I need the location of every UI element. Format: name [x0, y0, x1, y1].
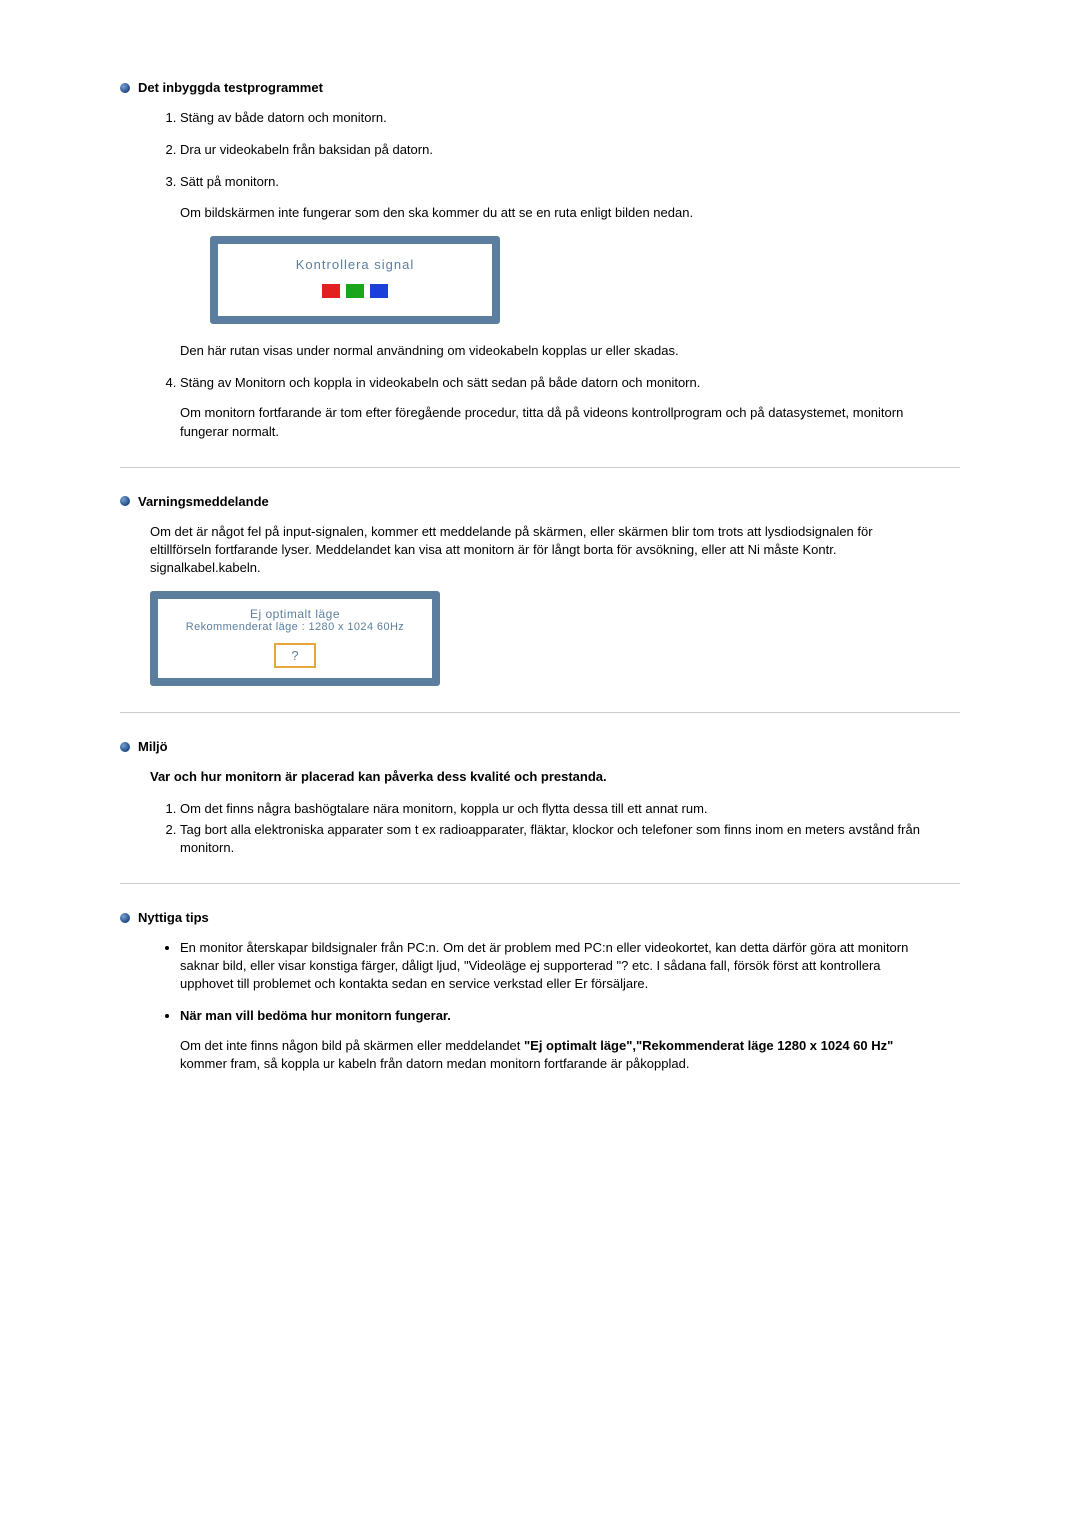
sub-heading: När man vill bedöma hur monitorn fungera…	[180, 1008, 960, 1023]
list-item: Stäng av Monitorn och koppla in videokab…	[180, 374, 920, 441]
list-item: Sätt på monitorn. Om bildskärmen inte fu…	[180, 173, 920, 360]
section-test-program: Det inbyggda testprogrammet Stäng av båd…	[120, 80, 960, 441]
divider	[120, 883, 960, 884]
section-body: Om det är något fel på input-signalen, k…	[150, 523, 920, 578]
section-title: Det inbyggda testprogrammet	[138, 80, 323, 95]
warning-line2: Rekommenderat läge : 1280 x 1024 60Hz	[162, 621, 428, 633]
bullet-icon	[120, 742, 130, 752]
section-header: Nyttiga tips	[120, 910, 960, 925]
warning-box-frame: Ej optimalt läge Rekommenderat läge : 12…	[150, 591, 440, 686]
section-header: Varningsmeddelande	[120, 494, 960, 509]
signal-box-text: Kontrollera signal	[226, 256, 484, 274]
bold-intro: Var och hur monitorn är placerad kan påv…	[150, 768, 920, 786]
list-text: En monitor återskapar bildsignaler från …	[180, 940, 908, 991]
list-text: Om det finns några bashögtalare nära mon…	[180, 801, 708, 816]
sub-paragraph: Den här rutan visas under normal användn…	[180, 342, 920, 360]
section-tips: Nyttiga tips En monitor återskapar bilds…	[120, 910, 960, 1073]
section-header: Miljö	[120, 739, 960, 754]
sub-paragraph: Om bildskärmen inte fungerar som den ska…	[180, 204, 920, 222]
bullet-list: En monitor återskapar bildsignaler från …	[180, 939, 920, 994]
bullet-heading-list: När man vill bedöma hur monitorn fungera…	[180, 1008, 960, 1023]
section-title: Miljö	[138, 739, 168, 754]
list-text: Stäng av Monitorn och koppla in videokab…	[180, 375, 700, 390]
signal-box-frame: Kontrollera signal	[210, 236, 500, 324]
ordered-list: Om det finns några bashögtalare nära mon…	[180, 800, 920, 857]
tips-paragraph: Om det inte finns någon bild på skärmen …	[180, 1037, 920, 1073]
list-item: Tag bort alla elektroniska apparater som…	[180, 821, 920, 857]
list-item: Stäng av både datorn och monitorn.	[180, 109, 920, 127]
rgb-row	[226, 284, 484, 298]
sub-paragraph: Om monitorn fortfarande är tom efter för…	[180, 404, 920, 440]
bullet-icon	[120, 496, 130, 506]
ordered-list: Stäng av både datorn och monitorn. Dra u…	[180, 109, 920, 441]
bullet-icon	[120, 913, 130, 923]
list-text: Sätt på monitorn.	[180, 174, 279, 189]
list-item: Dra ur videokabeln från baksidan på dato…	[180, 141, 920, 159]
section-environment: Miljö Var och hur monitorn är placerad k…	[120, 739, 960, 857]
warning-line1: Ej optimalt läge	[162, 607, 428, 621]
list-text: Stäng av både datorn och monitorn.	[180, 110, 387, 125]
signal-box: Kontrollera signal	[210, 236, 500, 324]
list-item: En monitor återskapar bildsignaler från …	[180, 939, 920, 994]
divider	[120, 712, 960, 713]
green-square-icon	[346, 284, 364, 298]
warning-box: Ej optimalt läge Rekommenderat läge : 12…	[150, 591, 440, 686]
blue-square-icon	[370, 284, 388, 298]
list-text: Dra ur videokabeln från baksidan på dato…	[180, 142, 433, 157]
bullet-icon	[120, 83, 130, 93]
red-square-icon	[322, 284, 340, 298]
list-item: Om det finns några bashögtalare nära mon…	[180, 800, 920, 818]
question-mark-button: ?	[274, 643, 316, 668]
section-title: Varningsmeddelande	[138, 494, 269, 509]
text-post: kommer fram, så koppla ur kabeln från da…	[180, 1056, 689, 1071]
section-title: Nyttiga tips	[138, 910, 209, 925]
divider	[120, 467, 960, 468]
text-bold: "Ej optimalt läge","Rekommenderat läge 1…	[524, 1038, 893, 1053]
text-pre: Om det inte finns någon bild på skärmen …	[180, 1038, 524, 1053]
section-warning: Varningsmeddelande Om det är något fel p…	[120, 494, 960, 687]
section-header: Det inbyggda testprogrammet	[120, 80, 960, 95]
list-text: Tag bort alla elektroniska apparater som…	[180, 822, 920, 855]
